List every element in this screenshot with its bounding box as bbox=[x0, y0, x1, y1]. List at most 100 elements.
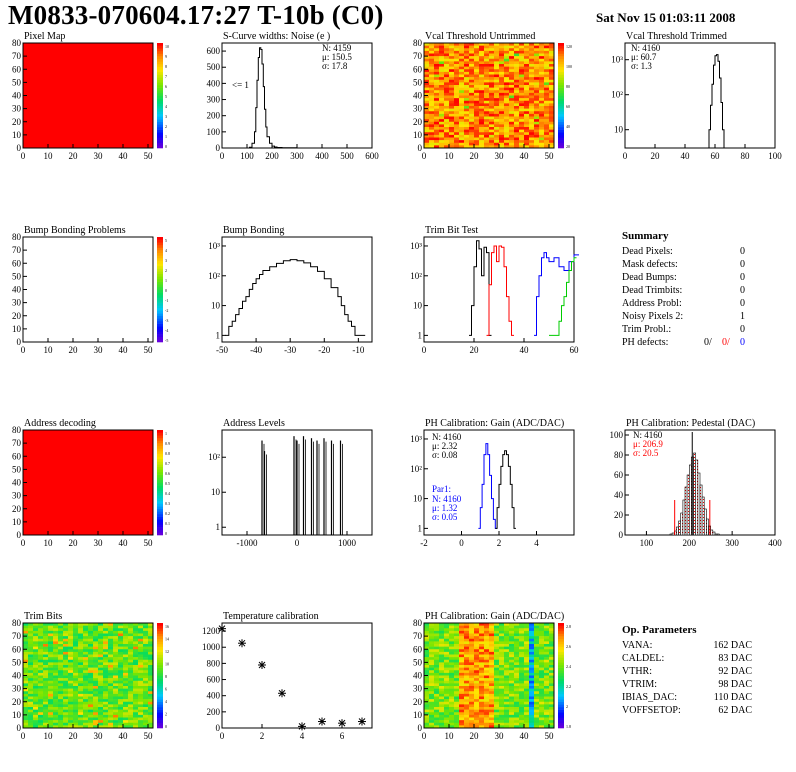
op-parameter-value: 92 DAC bbox=[718, 666, 752, 677]
vcal-untrimmed-cell bbox=[449, 119, 455, 123]
ph-gain-map-cell bbox=[424, 714, 430, 718]
summary-row-value: 0 bbox=[740, 285, 745, 296]
trim-bits-cell bbox=[113, 625, 119, 629]
trim-bits-cell bbox=[43, 667, 49, 671]
ph-gain-map-cell bbox=[514, 646, 520, 650]
vcal-untrimmed-cell bbox=[464, 71, 470, 75]
trim-bits-cell bbox=[73, 641, 79, 645]
vcal-untrimmed-scale-label: 40 bbox=[566, 124, 570, 129]
ph-gain-map-cell bbox=[544, 654, 550, 658]
ph-gain-map-cell bbox=[534, 623, 540, 626]
ph-gain-map-cell bbox=[469, 722, 475, 726]
address-decoding-scale-step bbox=[157, 490, 163, 494]
trim-bits-cell bbox=[48, 625, 54, 629]
ph-gain-map-cell bbox=[424, 683, 430, 687]
vcal-untrimmed-cell bbox=[529, 53, 535, 57]
ph-gain-map-cell bbox=[434, 630, 440, 634]
ph-gain-map-scale-step bbox=[558, 686, 564, 689]
ph-gain-map-cell bbox=[464, 686, 470, 689]
trim-bits-cell bbox=[103, 686, 109, 689]
vcal-untrimmed-cell bbox=[519, 90, 525, 94]
vcal-untrimmed-cell bbox=[494, 64, 500, 67]
ph-gain-map-cell bbox=[519, 717, 525, 721]
vcal-untrimmed-cell bbox=[424, 53, 430, 57]
trim-bits-cell bbox=[28, 699, 34, 703]
vcal-untrimmed-cell bbox=[499, 58, 505, 62]
trim-bits-cell bbox=[78, 630, 84, 634]
vcal-untrimmed-cell bbox=[459, 45, 465, 49]
ph-gain-map-cell bbox=[544, 633, 550, 637]
ph-gain-map-cell bbox=[449, 641, 455, 645]
ph-gain-map-cell bbox=[524, 712, 530, 716]
vcal-untrimmed-cell bbox=[544, 77, 550, 81]
address-decoding-y-tick-label: 40 bbox=[12, 478, 22, 488]
vcal-untrimmed-cell bbox=[464, 61, 470, 65]
trim-bits-cell bbox=[73, 649, 79, 653]
ph-gain-map-cell bbox=[529, 720, 535, 724]
trim-bits-cell bbox=[23, 704, 29, 708]
ph-gain-map-cell bbox=[459, 662, 465, 666]
ph-gain-map-cell bbox=[544, 625, 550, 629]
trim-bits-cell bbox=[123, 725, 129, 729]
vcal-untrimmed-cell bbox=[469, 56, 475, 60]
vcal-untrimmed-cell bbox=[434, 50, 440, 54]
trim-bits-cell bbox=[33, 675, 39, 679]
vcal-untrimmed-y-tick-label: 50 bbox=[413, 77, 423, 87]
vcal-untrimmed-cell bbox=[459, 100, 465, 104]
ph-gain-map-cell bbox=[534, 638, 540, 642]
vcal-untrimmed-scale-step bbox=[558, 127, 564, 130]
ph-gain-map-cell bbox=[429, 662, 435, 666]
ph-pedestal-title: PH Calibration: Pedestal (DAC) bbox=[626, 418, 755, 429]
ph-gain-map-cell bbox=[479, 670, 485, 674]
ph-gain-map-cell bbox=[459, 717, 465, 721]
vcal-untrimmed-cell bbox=[499, 127, 505, 130]
vcal-untrimmed-cell bbox=[544, 69, 550, 73]
ph-gain-map-cell bbox=[494, 649, 500, 653]
ph-gain-map-cell bbox=[539, 672, 545, 676]
trim-bits-cell bbox=[53, 688, 59, 692]
bump-bonding-problems-scale-step bbox=[157, 318, 163, 322]
ph-gain-map-cell bbox=[544, 704, 550, 708]
vcal-untrimmed-cell bbox=[514, 106, 520, 109]
vcal-untrimmed-scale-step bbox=[558, 85, 564, 88]
ph-gain-map-cell bbox=[444, 649, 450, 653]
trim-bits-cell bbox=[98, 686, 104, 689]
vcal-untrimmed-cell bbox=[464, 129, 470, 133]
vcal-untrimmed-cell bbox=[439, 85, 445, 88]
vcal-untrimmed-cell bbox=[539, 69, 545, 73]
vcal-untrimmed-scale-step bbox=[558, 66, 564, 70]
trim-bits-cell bbox=[58, 641, 64, 645]
trim-bits-scale-label: 4 bbox=[165, 699, 167, 704]
trim-bits-cell bbox=[93, 696, 99, 700]
trim-bits-cell bbox=[128, 665, 134, 668]
ph-gain-map-cell bbox=[494, 630, 500, 634]
trim-bits-cell bbox=[118, 725, 124, 729]
vcal-untrimmed-cell bbox=[459, 142, 465, 146]
temperature-calibration-point bbox=[318, 717, 326, 726]
vcal-untrimmed-cell bbox=[514, 61, 520, 65]
vcal-untrimmed-cell bbox=[494, 116, 500, 120]
vcal-untrimmed-cell bbox=[529, 92, 535, 96]
vcal-untrimmed-cell bbox=[449, 64, 455, 67]
pixel-map-y-tick-label: 60 bbox=[12, 64, 22, 74]
trim-bits-cell bbox=[123, 630, 129, 634]
trim-bits-cell bbox=[148, 667, 154, 671]
trim-bits-cell bbox=[83, 707, 89, 710]
trim-bits-cell bbox=[48, 707, 54, 710]
trim-bits-scale-step bbox=[157, 638, 163, 642]
trim-bits-cell bbox=[78, 665, 84, 668]
ph-gain-map-cell bbox=[439, 707, 445, 710]
trim-bits-cell bbox=[108, 628, 114, 632]
vcal-untrimmed-cell bbox=[459, 56, 465, 60]
trim-bits-cell bbox=[43, 722, 49, 726]
ph-gain-map-cell bbox=[544, 699, 550, 703]
vcal-untrimmed-cell bbox=[509, 77, 515, 81]
trim-bits-scale-step bbox=[157, 662, 163, 666]
ph-gain-map-cell bbox=[474, 665, 480, 668]
trim-bits-cell bbox=[43, 712, 49, 716]
vcal-untrimmed-scale-step bbox=[558, 43, 564, 46]
vcal-untrimmed-cell bbox=[549, 58, 555, 62]
